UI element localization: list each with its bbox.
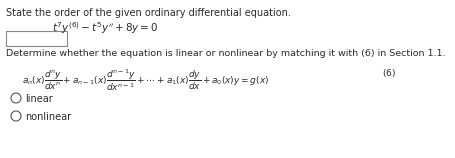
Text: State the order of the given ordinary differential equation.: State the order of the given ordinary di…	[6, 8, 291, 18]
Text: nonlinear: nonlinear	[25, 112, 71, 122]
Text: $t^7y^{(6)} - t^5y'' + 8y = 0$: $t^7y^{(6)} - t^5y'' + 8y = 0$	[52, 20, 158, 36]
Text: $(6)$: $(6)$	[382, 67, 396, 79]
Text: $a_n(x)\dfrac{d^ny}{dx^n} + a_{n-1}(x)\dfrac{d^{n-1}y}{dx^{n-1}} + \cdots + a_1(: $a_n(x)\dfrac{d^ny}{dx^n} + a_{n-1}(x)\d…	[22, 67, 269, 93]
FancyBboxPatch shape	[5, 30, 66, 46]
Text: Determine whether the equation is linear or nonlinear by matching it with (6) in: Determine whether the equation is linear…	[6, 49, 445, 58]
Text: linear: linear	[25, 94, 53, 104]
